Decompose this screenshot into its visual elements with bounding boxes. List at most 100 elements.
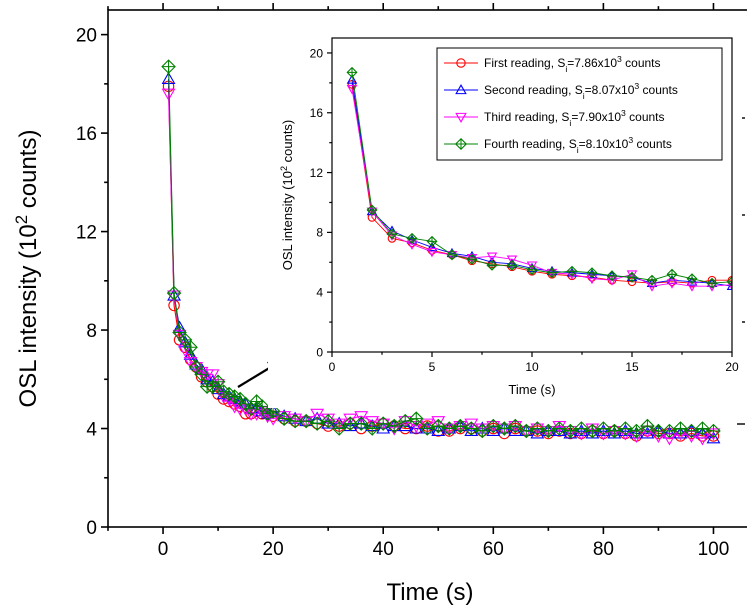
main-series-4-point: [452, 418, 468, 434]
legend-label-2: Second reading, Si=8.07x103 counts: [484, 81, 678, 101]
main-series-4-point: [194, 367, 209, 382]
inset-chart: 0 5 10 15 20 0 4 8 12 16 20 Time (s) OSL intensity (…: [268, 24, 742, 408]
main-x-tick-label: 40: [373, 539, 394, 560]
inset-y-tick-label: 8: [316, 226, 323, 240]
main-series-3-point: [365, 416, 380, 429]
main-series-2-point: [706, 431, 721, 444]
main-series-4-point: [640, 418, 655, 434]
inset-x-tick-label: 20: [725, 360, 739, 374]
main-series-4-point: [364, 421, 380, 436]
main-series-4-point: [629, 423, 644, 439]
inset-series-3-point: [426, 247, 438, 258]
inset-series-2-point: [426, 241, 438, 252]
main-series-4-point: [276, 411, 292, 426]
inset-series-4-point: [566, 265, 578, 277]
main-series-4-point: [375, 416, 391, 431]
inset-series-4-point: [586, 267, 598, 279]
inset-series-4-point: [406, 232, 418, 244]
inset-series-4-point: [546, 267, 558, 279]
legend-label-3: Third reading, Si=7.90x103 counts: [484, 108, 665, 128]
inset-series-2-point: [346, 74, 358, 84]
legend-item-1: First reading, Si=7.86x103 counts: [444, 54, 661, 74]
main-x-tick-label: 80: [593, 539, 614, 560]
inset-series-4-point: [726, 276, 732, 288]
main-series-4-point: [464, 421, 479, 436]
main-series-3-point: [205, 369, 220, 382]
main-series-4-point: [618, 421, 633, 436]
inset-x-tick-label: 10: [525, 360, 539, 374]
inset-legend: First reading, Si=7.86x103 counts Second …: [436, 47, 723, 161]
legend-swatch-marker: [455, 112, 467, 123]
inset-x-tick-label: 5: [429, 360, 436, 374]
inset-series-4-point: [686, 273, 698, 285]
main-series-4-point: [530, 421, 545, 436]
arrow-shaft: [237, 366, 272, 388]
inset-series-4-point: [426, 235, 438, 247]
main-series-4-point: [161, 59, 176, 74]
inset-series-4: [346, 66, 732, 289]
legend-label-1: First reading, Si=7.86x103 counts: [484, 54, 661, 74]
main-series-4-point: [695, 421, 710, 436]
main-series-4-point: [552, 421, 567, 436]
main-x-tick-label: 0: [158, 539, 169, 560]
inset-y-tick-label: 12: [310, 166, 324, 180]
inset-series-3-point: [486, 252, 498, 262]
main-series-4-point: [386, 418, 402, 434]
main-series-4-point: [331, 421, 347, 436]
main-series-4-point: [298, 413, 314, 429]
main-y-axis-label: OSL intensity (102 counts): [12, 130, 43, 408]
inset-x-tick-label: 15: [625, 360, 639, 374]
inset-series-3-point: [526, 261, 538, 271]
inset-series-4-point: [386, 228, 398, 240]
inset-series-4-point: [486, 259, 498, 271]
inset-series-4-point: [366, 204, 378, 216]
main-series-4-point: [430, 418, 446, 434]
inset-series-4-point: [446, 249, 458, 261]
main-series-4-point: [475, 423, 490, 439]
inset-y-tick-label: 16: [310, 106, 324, 120]
inset-series-4-point: [646, 274, 658, 286]
main-series-4-point: [353, 416, 369, 431]
inset-series-3-point: [506, 255, 518, 265]
main-series-4-point: [574, 421, 589, 436]
inset-y-tick-label: 0: [316, 345, 323, 359]
main-y-tick-label: 12: [76, 222, 97, 243]
legend-label-4: Fourth reading, Si=8.10x103 counts: [484, 135, 672, 155]
main-y-tick-label: 4: [86, 419, 97, 440]
inset-series-4-point: [526, 264, 538, 276]
legend-item-2: Second reading, Si=8.07x103 counts: [444, 81, 678, 101]
main-plot-frame: [107, 9, 747, 528]
main-series-4-point: [408, 411, 424, 426]
inset-series-4-point: [606, 270, 618, 282]
main-series-4-point: [673, 421, 688, 436]
main-y-tick-label: 8: [86, 321, 97, 342]
inset-series-4-point: [506, 259, 518, 271]
main-series-4-point: [210, 374, 226, 390]
legend-swatch-marker: [456, 58, 466, 68]
inset-x-tick-label: 0: [329, 360, 336, 374]
main-series-layer: [161, 59, 721, 446]
inset-series-4-point: [626, 271, 638, 283]
main-y-tick-label: 20: [76, 25, 97, 46]
inset-series-3-point: [726, 280, 732, 291]
inset-series-layer: [346, 66, 732, 292]
main-series-4-point: [706, 423, 721, 439]
inset-series-4-point: [666, 268, 678, 280]
inset-series-4-point: [466, 253, 478, 265]
inset-y-axis-label: OSL intensity (102 counts): [279, 120, 295, 271]
main-series-3-point: [354, 411, 369, 424]
legend-swatch-marker: [455, 84, 467, 95]
main-x-tick-label: 100: [698, 539, 730, 560]
main-series-4-point: [596, 421, 611, 436]
main-series-2-point: [183, 347, 198, 360]
main-x-tick-label: 60: [483, 539, 504, 560]
legend-item-3: Third reading, Si=7.90x103 counts: [444, 108, 665, 128]
main-x-tick-label: 20: [263, 539, 284, 560]
inset-series-4-point: [346, 66, 358, 78]
inset-series-3-point: [666, 279, 678, 289]
inset-series-3-line: [351, 88, 732, 287]
main-series-4-point: [166, 285, 182, 301]
main-series-4-point: [183, 340, 198, 355]
main-series-3-point: [310, 408, 325, 421]
